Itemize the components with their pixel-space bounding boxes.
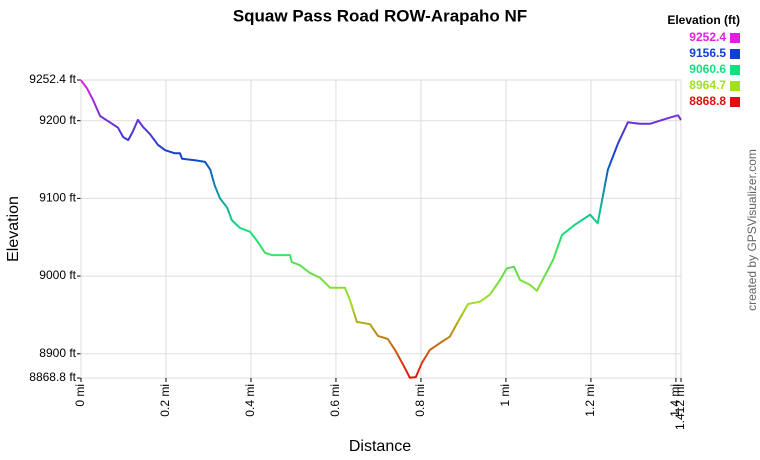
x-tick-label: 0.8 mi — [413, 384, 427, 417]
legend-label: 9252.4 — [689, 30, 726, 44]
legend-title: Elevation (ft) — [667, 13, 740, 27]
y-tick-label: 9000 ft — [39, 268, 76, 282]
credit: created by GPSVisualizer.com — [745, 149, 759, 311]
legend-swatch — [730, 81, 740, 91]
elevation-line — [80, 79, 682, 379]
x-tick-label: 0.6 mi — [328, 384, 342, 417]
chart-title: Squaw Pass Road ROW-Arapaho NF — [233, 6, 527, 25]
legend-label: 8964.7 — [689, 78, 726, 92]
x-tick-label: 1 mi — [498, 384, 512, 407]
y-tick-label: 9252.4 ft — [29, 72, 76, 86]
x-tick-label: 1.2 mi — [583, 384, 597, 417]
x-tick-label: 0.2 mi — [158, 384, 172, 417]
y-tick-label: 8868.8 ft — [29, 370, 76, 384]
y-axis-label: Elevation — [5, 196, 22, 262]
y-tick-label: 9100 ft — [39, 191, 76, 205]
y-tick-label: 8900 ft — [39, 346, 76, 360]
legend-swatch — [730, 97, 740, 107]
y-tick-label: 9200 ft — [39, 113, 76, 127]
x-tick-label: 0 mi — [73, 384, 87, 407]
legend-swatch — [730, 33, 740, 43]
x-tick-label: 1.412 mi — [673, 384, 687, 430]
legend-label: 9060.6 — [689, 62, 726, 76]
legend-swatch — [730, 65, 740, 75]
x-tick-label: 0.4 mi — [243, 384, 257, 417]
legend-swatch — [730, 49, 740, 59]
x-axis-label: Distance — [349, 438, 411, 455]
x-tick-label: 1.4 mi — [668, 384, 682, 417]
legend-label: 8868.8 — [689, 94, 726, 108]
legend-label: 9156.5 — [689, 46, 726, 60]
